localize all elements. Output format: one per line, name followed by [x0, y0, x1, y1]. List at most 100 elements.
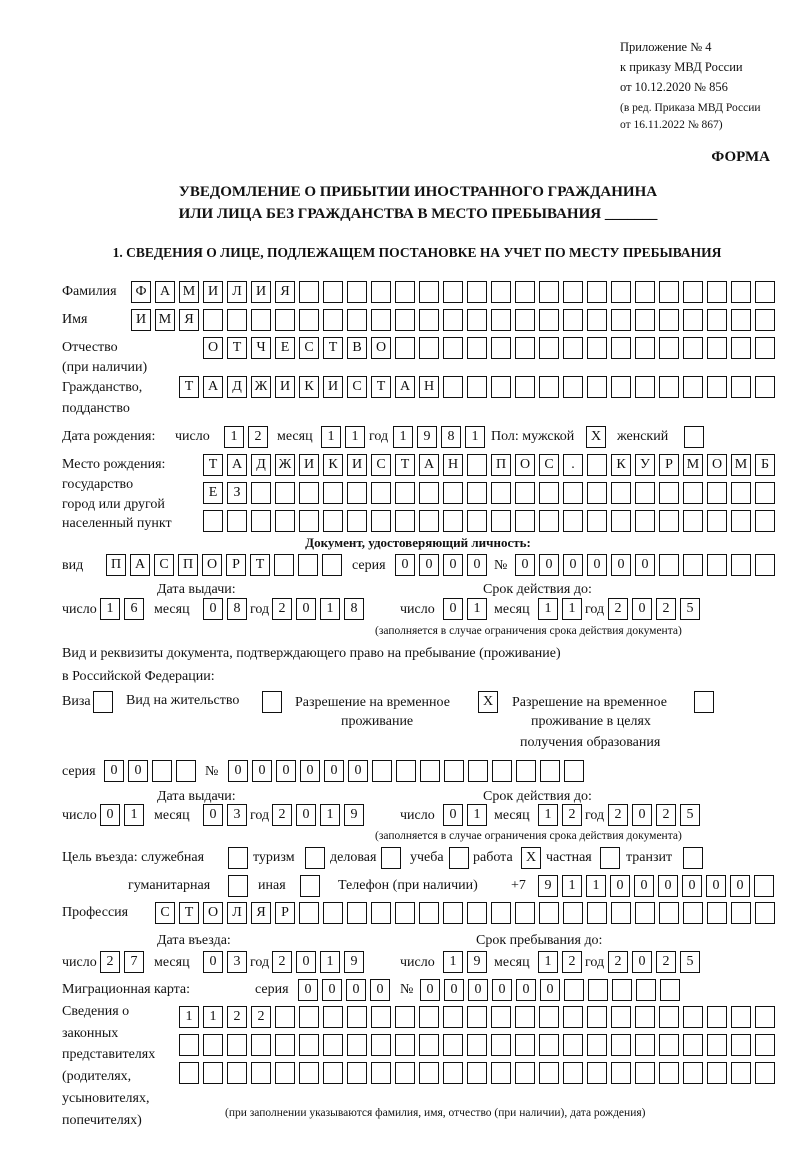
char-box[interactable]	[755, 337, 775, 359]
char-box[interactable]	[564, 760, 584, 782]
char-box[interactable]	[227, 510, 247, 532]
char-box[interactable]	[755, 309, 775, 331]
char-box[interactable]: Р	[226, 554, 246, 576]
char-box[interactable]	[449, 847, 469, 869]
purpose-official-checkbox[interactable]	[228, 847, 248, 869]
char-box[interactable]: 0	[420, 979, 440, 1001]
char-box[interactable]: 1	[538, 598, 558, 620]
char-box[interactable]: 9	[538, 875, 558, 897]
char-box[interactable]	[251, 1034, 271, 1056]
char-box[interactable]	[443, 309, 463, 331]
char-box[interactable]	[563, 1062, 583, 1084]
char-box[interactable]	[755, 1062, 775, 1084]
char-box[interactable]: Р	[275, 902, 295, 924]
char-box[interactable]	[683, 902, 703, 924]
char-box[interactable]: 2	[248, 426, 268, 448]
char-box[interactable]	[419, 902, 439, 924]
char-box[interactable]	[491, 902, 511, 924]
char-box[interactable]	[305, 847, 325, 869]
char-box[interactable]	[683, 1006, 703, 1028]
char-box[interactable]: Р	[659, 454, 679, 476]
char-box[interactable]: О	[202, 554, 222, 576]
char-box[interactable]: 0	[203, 951, 223, 973]
char-box[interactable]	[635, 1034, 655, 1056]
char-box[interactable]	[515, 337, 535, 359]
char-box[interactable]: 0	[611, 554, 631, 576]
char-box[interactable]: 0	[468, 979, 488, 1001]
char-box[interactable]	[539, 510, 559, 532]
char-box[interactable]: П	[491, 454, 511, 476]
char-box[interactable]	[515, 1062, 535, 1084]
char-box[interactable]: 0	[539, 554, 559, 576]
char-box[interactable]	[563, 1034, 583, 1056]
char-box[interactable]	[396, 760, 416, 782]
char-box[interactable]: 0	[706, 875, 726, 897]
char-box[interactable]	[467, 1034, 487, 1056]
char-box[interactable]	[467, 376, 487, 398]
char-box[interactable]	[611, 902, 631, 924]
char-box[interactable]	[659, 309, 679, 331]
purpose-tourism-checkbox[interactable]	[305, 847, 325, 869]
char-box[interactable]	[443, 510, 463, 532]
char-box[interactable]	[467, 510, 487, 532]
char-box[interactable]	[611, 1062, 631, 1084]
char-box[interactable]: 5	[680, 951, 700, 973]
char-box[interactable]	[371, 902, 391, 924]
char-box[interactable]: Т	[250, 554, 270, 576]
char-box[interactable]: 0	[346, 979, 366, 1001]
char-box[interactable]: К	[323, 454, 343, 476]
char-box[interactable]	[381, 847, 401, 869]
char-box[interactable]	[152, 760, 172, 782]
char-box[interactable]	[443, 482, 463, 504]
char-box[interactable]: 0	[443, 598, 463, 620]
char-box[interactable]: 0	[444, 979, 464, 1001]
char-box[interactable]: Т	[395, 454, 415, 476]
char-box[interactable]	[731, 554, 751, 576]
char-box[interactable]: 0	[492, 979, 512, 1001]
char-box[interactable]	[731, 510, 751, 532]
char-box[interactable]	[179, 1062, 199, 1084]
purpose-business-checkbox[interactable]	[381, 847, 401, 869]
char-box[interactable]: 9	[417, 426, 437, 448]
char-box[interactable]: 0	[276, 760, 296, 782]
char-box[interactable]: 0	[658, 875, 678, 897]
char-box[interactable]: 8	[344, 598, 364, 620]
char-box[interactable]	[694, 691, 714, 713]
char-box[interactable]: 1	[538, 951, 558, 973]
char-box[interactable]	[588, 979, 608, 1001]
char-box[interactable]: 1	[320, 951, 340, 973]
char-box[interactable]	[731, 1034, 751, 1056]
char-box[interactable]: 0	[467, 554, 487, 576]
char-box[interactable]: 0	[730, 875, 750, 897]
char-box[interactable]: 1	[467, 804, 487, 826]
char-box[interactable]	[707, 376, 727, 398]
char-box[interactable]: 1	[465, 426, 485, 448]
char-box[interactable]	[707, 281, 727, 303]
char-box[interactable]: 0	[563, 554, 583, 576]
char-box[interactable]	[467, 337, 487, 359]
char-box[interactable]	[419, 337, 439, 359]
char-box[interactable]	[467, 1006, 487, 1028]
char-box[interactable]: X	[478, 691, 498, 713]
char-box[interactable]	[755, 281, 775, 303]
char-box[interactable]	[587, 376, 607, 398]
char-box[interactable]	[419, 482, 439, 504]
char-box[interactable]	[395, 902, 415, 924]
char-box[interactable]: С	[299, 337, 319, 359]
char-box[interactable]: 0	[632, 804, 652, 826]
char-box[interactable]	[563, 309, 583, 331]
char-box[interactable]	[323, 309, 343, 331]
